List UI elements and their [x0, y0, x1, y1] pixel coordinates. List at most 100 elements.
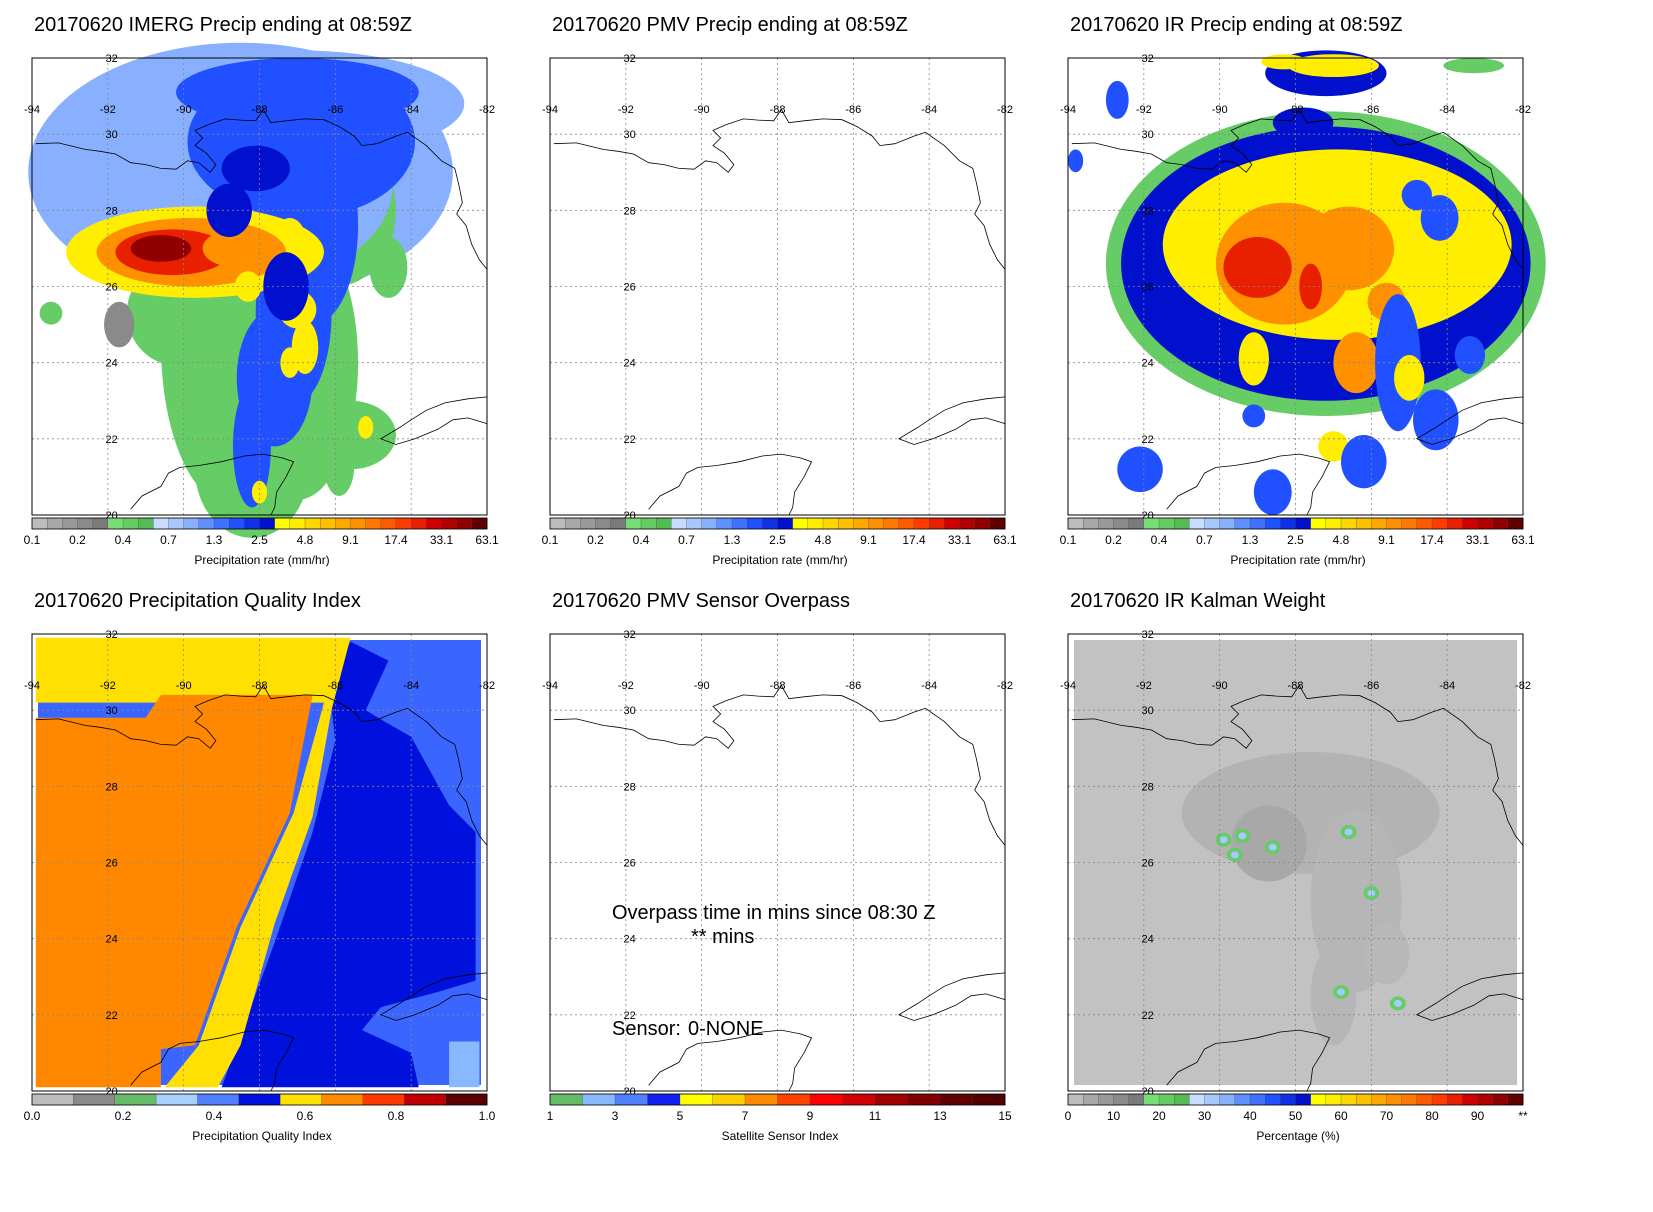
colorbar-segment: [1340, 517, 1357, 530]
plot-frame: [1067, 633, 1524, 1092]
colorbar-segment: [777, 1093, 811, 1106]
colorbar-segment: [701, 517, 718, 530]
colorbar-segment: [809, 1093, 843, 1106]
lat-tick-label: 30: [106, 705, 118, 717]
colorbar-segment: [198, 517, 215, 530]
colorbar-tick-label: 63.1: [475, 533, 499, 547]
colorbar-tick-label: 17.4: [384, 533, 408, 547]
precip-cell: [232, 385, 271, 508]
colorbar-segment: [321, 1093, 364, 1106]
plot-frame: [1067, 57, 1524, 516]
precip-cell: [1253, 469, 1292, 515]
lat-tick-label: 26: [1142, 858, 1154, 870]
colorbar-segment: [671, 517, 687, 530]
lon-tick-label: -90: [694, 680, 710, 692]
colorbar-segment: [913, 517, 930, 530]
colorbar-segment: [1143, 517, 1160, 530]
kalman-cell: [1363, 923, 1410, 985]
colorbar-segment: [1310, 517, 1327, 530]
colorbar-segment: [168, 517, 185, 530]
colorbar: [1067, 1093, 1524, 1106]
colorbar-segment: [580, 517, 596, 530]
coastline: [1071, 684, 1524, 1092]
colorbar-tick-label: 4.8: [1332, 533, 1350, 547]
precip-cell: [39, 301, 63, 325]
precip-field: [1068, 50, 1546, 515]
pqi-region-orange: [35, 694, 313, 1088]
colorbar-tick-label: 50: [1288, 1109, 1303, 1123]
precip-cell: [1413, 389, 1459, 451]
colorbar-tick-label: 1.3: [1241, 533, 1259, 547]
panel-title: 20170620 PMV Sensor Overpass: [552, 590, 850, 612]
colorbar-segment: [762, 517, 778, 530]
colorbar-segment: [1143, 1093, 1160, 1106]
kalman-cell: [1310, 946, 1357, 1046]
coastline: [553, 108, 1006, 516]
panel-pmv: 20170620 PMV Precip ending at 08:59Z -94 -…: [518, 0, 1069, 606]
colorbar-segment: [1447, 517, 1463, 530]
colorbar-title: Precipitation rate (mm/hr): [712, 553, 848, 567]
colorbar-segment: [274, 517, 291, 530]
colorbar-segment: [549, 1093, 583, 1106]
lat-tick-label: 32: [1142, 629, 1154, 641]
panel-overpass: 20170620 PMV Sensor Overpass -94 -92 -90 -88…: [518, 576, 1069, 1182]
colorbar-tick-label: 33.1: [1465, 533, 1490, 547]
colorbar-tick-label: 0.4: [632, 533, 650, 547]
colorbar-segment: [744, 1093, 778, 1106]
colorbar-segment: [1356, 1093, 1372, 1106]
precip-cell: [280, 347, 300, 378]
lat-tick-label: 32: [624, 53, 636, 65]
colorbar-segment: [1067, 517, 1084, 530]
colorbar-tick-label: 1.0: [478, 1109, 496, 1123]
colorbar-tick-label: 0.2: [1105, 533, 1122, 547]
lat-tick-label: 24: [1142, 358, 1154, 370]
lon-tick-label: -82: [997, 104, 1013, 116]
colorbar-segment: [471, 517, 488, 530]
colorbar-segment: [777, 517, 794, 530]
colorbar-segment: [1234, 517, 1251, 530]
colorbar-segment: [1219, 1093, 1236, 1106]
colorbar-tick-label: 7: [741, 1109, 749, 1123]
colorbar-tick-label: 10: [1106, 1109, 1121, 1123]
colorbar-segment: [304, 517, 321, 530]
colorbar-segment: [807, 517, 824, 530]
colorbar-segment: [1083, 517, 1099, 530]
colorbar-title: Percentage (%): [1256, 1129, 1340, 1143]
lon-tick-label: -94: [24, 104, 40, 116]
colorbar-segment: [1234, 1093, 1251, 1106]
colorbar-tick-label: 0.7: [1196, 533, 1213, 547]
colorbar-segment: [1128, 1093, 1145, 1106]
colorbar-segment: [907, 1093, 941, 1106]
colorbar-segment: [365, 517, 382, 530]
colorbar-segment: [1158, 517, 1175, 530]
panel-kalman: 20170620 IR Kalman Weight -94 -92 -90 -88 -86…: [1036, 576, 1587, 1182]
sensor-value: 0-NONE: [688, 1018, 764, 1040]
colorbar-tick-label: 0.4: [1150, 533, 1168, 547]
lon-tick-label: -84: [403, 680, 419, 692]
precip-cell: [1272, 107, 1334, 138]
lon-tick-label: -84: [403, 104, 419, 116]
colorbar-tick-label: 63.1: [993, 533, 1017, 547]
colorbar-segment: [944, 517, 960, 530]
colorbar-tick-label: 1.3: [205, 533, 223, 547]
colorbar-segment: [686, 517, 703, 530]
colorbar-segment: [679, 1093, 713, 1106]
colorbar-title: Satellite Sensor Index: [721, 1129, 839, 1143]
lat-tick-label: 24: [624, 934, 636, 946]
colorbar-tick-label: 70: [1379, 1109, 1394, 1123]
colorbar-tick-label: 1.3: [723, 533, 741, 547]
colorbar-tick-label: 15: [998, 1109, 1012, 1123]
colorbar-segment: [229, 517, 245, 530]
lon-tick-label: -86: [1363, 680, 1379, 692]
lon-tick-label: -92: [618, 104, 634, 116]
colorbar-tick-label: 5: [676, 1109, 684, 1123]
colorbar-tick-label: 0.4: [114, 533, 132, 547]
colorbar-segment: [1431, 517, 1448, 530]
colorbar-tick-label: 4.8: [814, 533, 832, 547]
overpass-annotation: Overpass time in mins since 08:30 Z: [612, 902, 936, 924]
precip-cell: [358, 415, 374, 439]
colorbar-tick-label: 13: [933, 1109, 947, 1123]
